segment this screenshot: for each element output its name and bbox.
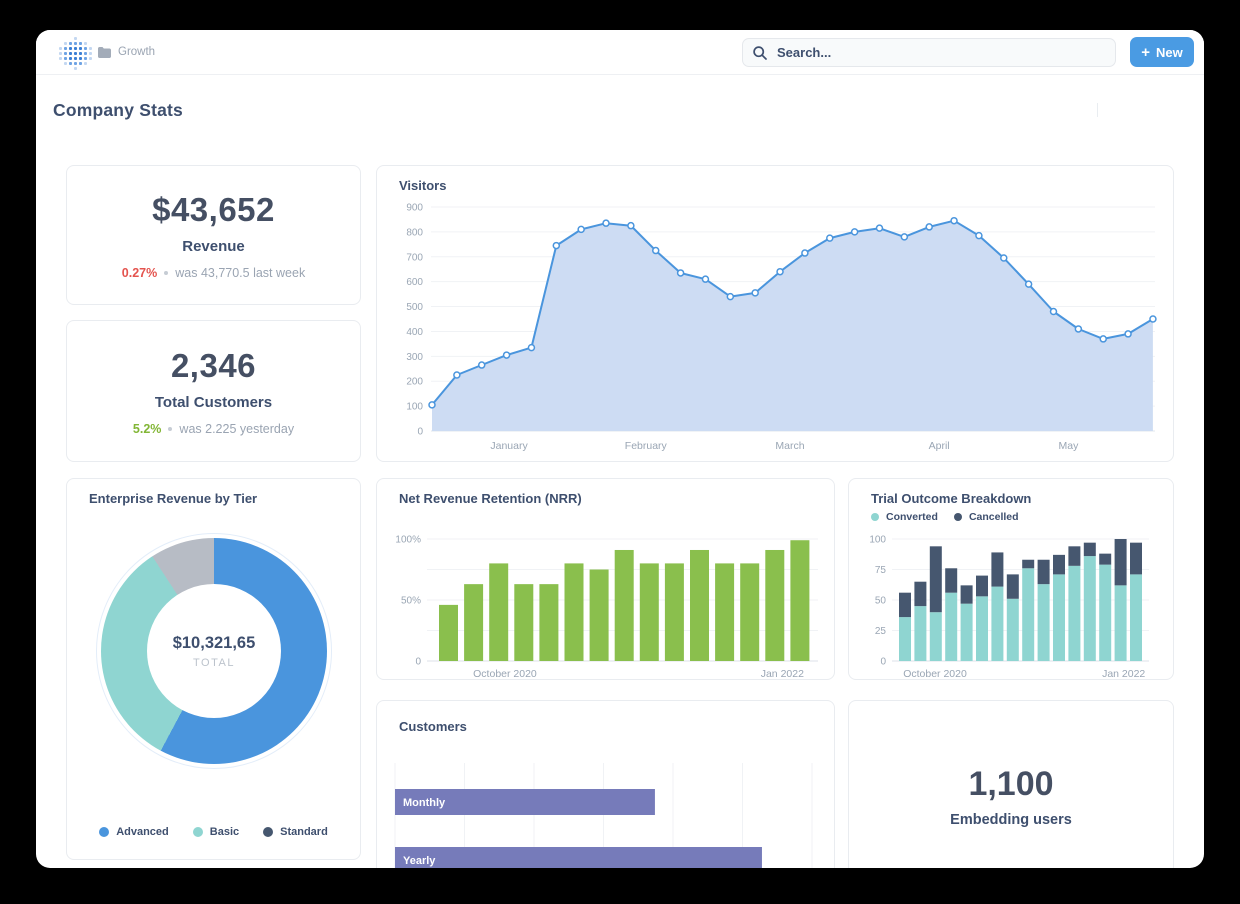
- revenue-delta: 0.27%: [121, 265, 158, 280]
- legend-item-converted: Converted: [871, 511, 938, 523]
- search-box[interactable]: [742, 38, 1116, 67]
- revenue-by-tier-card: Enterprise Revenue by Tier $10,321,65 TO…: [66, 478, 361, 860]
- svg-text:0: 0: [417, 427, 423, 438]
- svg-text:Yearly: Yearly: [403, 855, 436, 867]
- cancelled-dot-icon: [953, 513, 962, 521]
- svg-text:October 2020: October 2020: [903, 668, 967, 680]
- legend-item-advanced: Advanced: [99, 826, 169, 838]
- top-bar: Growth + New: [36, 30, 1204, 75]
- embedding-users-card: 1,100 Embedding users: [848, 700, 1174, 868]
- nrr-bar-chart: 0 50% 100% October 2020 Jan 2022: [395, 535, 818, 680]
- header-divider: [1097, 103, 1098, 117]
- svg-text:200: 200: [406, 377, 423, 388]
- visitors-chart-title: Visitors: [399, 178, 447, 193]
- customers-hbar-chart: Monthly Yearly: [394, 763, 813, 868]
- search-input[interactable]: [775, 44, 1105, 61]
- svg-text:January: January: [490, 440, 528, 452]
- donut-outer-ring: [96, 533, 332, 769]
- svg-text:100: 100: [406, 402, 423, 413]
- svg-text:May: May: [1058, 440, 1079, 452]
- svg-text:75: 75: [875, 565, 887, 576]
- breadcrumb-label: Growth: [118, 46, 156, 58]
- breadcrumb[interactable]: Growth: [98, 30, 155, 74]
- revenue-kpi-card: $43,652 Revenue 0.27% was 43,770.5 last …: [66, 165, 361, 305]
- svg-text:700: 700: [406, 252, 423, 263]
- revenue-note: was 43,770.5 last week: [175, 265, 306, 280]
- dot-separator: [164, 270, 169, 275]
- nrr-chart-title: Net Revenue Retention (NRR): [399, 491, 582, 506]
- app-logo-icon[interactable]: [58, 36, 94, 72]
- svg-text:March: March: [775, 440, 804, 452]
- trial-outcome-card: Trial Outcome Breakdown Converted Cancel…: [848, 478, 1174, 680]
- trial-stacked-chart: 0 25 50 75 100 October 2020 Jan 2022: [869, 535, 1149, 680]
- customers-chart-title: Customers: [399, 719, 467, 734]
- dot-separator: [168, 426, 173, 431]
- page-title: Company Stats: [53, 100, 183, 120]
- legend-label-basic: Basic: [209, 826, 240, 838]
- svg-text:800: 800: [406, 227, 423, 238]
- svg-text:500: 500: [406, 302, 423, 313]
- plus-icon: +: [1141, 43, 1151, 61]
- legend-label-advanced: Advanced: [116, 826, 169, 838]
- new-button-label: New: [1156, 44, 1183, 60]
- trial-outcome-title: Trial Outcome Breakdown: [871, 491, 1032, 506]
- svg-text:50%: 50%: [401, 596, 421, 607]
- svg-text:100: 100: [869, 535, 886, 546]
- donut-center: $10,321,65 TOTAL: [147, 584, 281, 718]
- folder-icon: [98, 46, 111, 58]
- revenue-label: Revenue: [182, 237, 245, 255]
- svg-text:October 2020: October 2020: [473, 668, 537, 680]
- svg-text:25: 25: [875, 626, 887, 637]
- svg-text:400: 400: [406, 327, 423, 338]
- standard-dot-icon: [263, 827, 274, 837]
- revenue-by-tier-title: Enterprise Revenue by Tier: [89, 491, 258, 506]
- total-customers-note: was 2.225 yesterday: [179, 421, 295, 436]
- basic-dot-icon: [192, 827, 203, 837]
- embedding-users-label: Embedding users: [950, 812, 1072, 828]
- total-customers-value: 2,346: [170, 346, 257, 384]
- search-icon: [753, 45, 767, 60]
- customers-chart-card: Customers Monthly Yearly: [376, 700, 835, 868]
- converted-dot-icon: [871, 513, 879, 521]
- embedding-users-value: 1,100: [968, 765, 1054, 803]
- legend-label-standard: Standard: [280, 826, 328, 838]
- svg-text:300: 300: [406, 352, 423, 363]
- donut-total-value: $10,321,65: [172, 633, 256, 652]
- svg-text:100%: 100%: [395, 535, 421, 546]
- svg-text:900: 900: [406, 203, 423, 214]
- donut-total-label: TOTAL: [193, 656, 235, 669]
- svg-text:50: 50: [875, 596, 887, 607]
- legend-item-standard: Standard: [263, 826, 328, 838]
- trial-legend: Converted Cancelled: [871, 511, 1019, 523]
- legend-label-cancelled: Cancelled: [968, 511, 1019, 523]
- svg-text:Jan 2022: Jan 2022: [1102, 668, 1145, 680]
- svg-text:Monthly: Monthly: [403, 797, 446, 809]
- total-customers-label: Total Customers: [154, 393, 273, 411]
- svg-text:February: February: [625, 440, 668, 452]
- visitors-area-chart: 0 100 200 300 400 500 600 700 800 900 January Febru…: [406, 203, 1157, 452]
- legend-label-converted: Converted: [886, 511, 938, 523]
- svg-text:Jan 2022: Jan 2022: [761, 668, 804, 680]
- total-customers-delta: 5.2%: [132, 421, 162, 436]
- visitors-chart-card: Visitors 0 100 200 300 400 500 600 700 800 900 Jan…: [376, 165, 1174, 462]
- legend-item-basic: Basic: [192, 826, 240, 838]
- advanced-dot-icon: [99, 827, 110, 837]
- svg-text:0: 0: [415, 657, 421, 668]
- donut-legend: Advanced Basic Standard: [67, 826, 360, 838]
- svg-text:600: 600: [406, 277, 423, 288]
- revenue-value: $43,652: [152, 190, 275, 228]
- legend-item-cancelled: Cancelled: [953, 511, 1019, 523]
- nrr-chart-card: Net Revenue Retention (NRR) 0 50% 100% Octo…: [376, 478, 835, 680]
- svg-text:0: 0: [880, 657, 886, 668]
- total-customers-kpi-card: 2,346 Total Customers 5.2% was 2.225 yes…: [66, 320, 361, 462]
- new-button[interactable]: + New: [1130, 37, 1194, 67]
- app-window: Growth + New Company Stats $43,652 Reven…: [36, 30, 1204, 868]
- svg-text:April: April: [929, 440, 950, 452]
